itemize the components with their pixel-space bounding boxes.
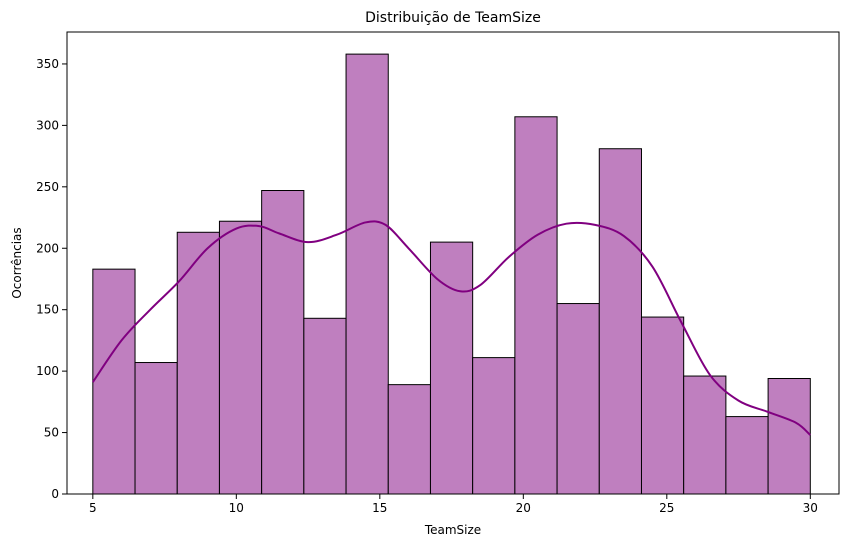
x-tick-label: 20 (516, 501, 531, 515)
histogram-bar (472, 357, 516, 495)
histogram-bar (767, 378, 811, 495)
x-axis-label: TeamSize (424, 523, 481, 537)
y-tick-label: 0 (51, 487, 59, 501)
histogram-bar (303, 317, 347, 495)
x-tick-label: 10 (229, 501, 244, 515)
chart-title: Distribuição de TeamSize (365, 10, 541, 26)
y-tick-label: 100 (36, 364, 59, 378)
histogram-bar (429, 241, 474, 495)
histogram-bar (387, 384, 431, 495)
y-tick-label: 250 (36, 180, 59, 194)
histogram-bar (683, 375, 727, 495)
histogram-bar (218, 220, 263, 495)
bars-group (92, 53, 811, 495)
histogram-bar (134, 362, 178, 495)
histogram-bar (514, 116, 558, 495)
y-tick-label: 300 (36, 118, 59, 132)
y-tick-label: 150 (36, 303, 59, 317)
y-tick-label: 200 (36, 241, 59, 255)
x-tick-label: 15 (372, 501, 387, 515)
y-tick-label: 50 (44, 426, 59, 440)
x-tick-label: 5 (89, 501, 97, 515)
histogram-bar (556, 303, 600, 495)
y-tick-label: 350 (36, 57, 59, 71)
x-tick-label: 25 (659, 501, 674, 515)
histogram-bar (640, 316, 685, 495)
histogram-bar (261, 190, 305, 495)
histogram-bar (725, 416, 769, 495)
y-axis-label: Ocorrências (10, 227, 24, 298)
plot-frame (66, 31, 840, 495)
x-axis-ticks: 5 10 15 20 25 30 (89, 494, 818, 515)
kde-curve (92, 220, 811, 436)
histogram-bar (345, 53, 389, 495)
y-axis-ticks: 0 50 100 150 200 250 300 350 (36, 57, 67, 501)
histogram-bar (176, 231, 220, 495)
x-tick-label: 30 (803, 501, 818, 515)
histogram-bar (598, 148, 642, 495)
histogram-bar (92, 268, 136, 495)
